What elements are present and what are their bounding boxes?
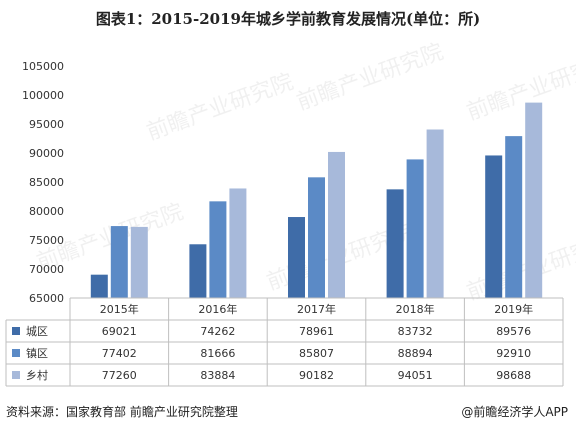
data-label: 78961 <box>299 325 334 338</box>
data-label: 83884 <box>200 369 235 382</box>
data-label: 94051 <box>398 369 433 382</box>
legend-swatch-镇区 <box>12 349 20 357</box>
data-label: 85807 <box>299 347 334 360</box>
bar-乡村-2018年 <box>426 129 444 298</box>
source-note: 资料来源：国家教育部 前瞻产业研究院整理 <box>6 405 238 419</box>
legend-label-城区: 城区 <box>26 325 48 338</box>
x-tick-label: 2016年 <box>198 302 237 316</box>
y-tick-label: 80000 <box>29 205 64 218</box>
legend-swatch-乡村 <box>12 371 20 379</box>
x-tick-label: 2018年 <box>396 302 435 316</box>
y-tick-label: 95000 <box>29 118 64 131</box>
x-tick-label: 2017年 <box>297 302 336 316</box>
bar-城区-2018年 <box>386 189 404 298</box>
data-label: 77260 <box>102 369 137 382</box>
legend-label-乡村: 乡村 <box>26 368 48 382</box>
bar-城区-2015年 <box>90 274 108 298</box>
bar-镇区-2016年 <box>209 201 227 298</box>
y-tick-label: 65000 <box>29 292 64 305</box>
y-tick-label: 85000 <box>29 176 64 189</box>
watermark-text: 前瞻产业研究院 <box>464 49 576 125</box>
bar-镇区-2015年 <box>110 226 128 298</box>
y-tick-label: 105000 <box>22 60 64 73</box>
bar-镇区-2018年 <box>406 159 424 298</box>
bar-镇区-2019年 <box>505 136 523 298</box>
data-label: 69021 <box>102 325 137 338</box>
y-tick-label: 100000 <box>22 89 64 102</box>
legend-swatch-城区 <box>12 327 20 335</box>
bar-镇区-2017年 <box>308 177 325 298</box>
data-label: 92910 <box>496 347 531 360</box>
credit-note: @前瞻经济学人APP <box>461 405 568 419</box>
watermark-text: 前瞻产业研究院 <box>144 69 297 145</box>
y-tick-label: 75000 <box>29 234 64 247</box>
bar-乡村-2015年 <box>130 226 148 298</box>
data-label: 88894 <box>398 347 433 360</box>
watermark-text: 前瞻产业研究院 <box>294 39 447 115</box>
legend-label-镇区: 镇区 <box>26 346 48 360</box>
data-label: 83732 <box>398 325 433 338</box>
data-label: 81666 <box>200 347 235 360</box>
x-tick-label: 2015年 <box>100 302 139 316</box>
data-label: 77402 <box>102 347 137 360</box>
data-label: 74262 <box>200 325 235 338</box>
y-tick-label: 70000 <box>29 263 64 276</box>
bar-乡村-2017年 <box>328 151 345 298</box>
y-tick-label: 90000 <box>29 147 64 160</box>
x-tick-label: 2019年 <box>494 302 533 316</box>
data-label: 98688 <box>496 369 531 382</box>
data-label: 90182 <box>299 369 334 382</box>
chart-title: 图表1：2015-2019年城乡学前教育发展情况(单位：所) <box>95 10 481 28</box>
bar-乡村-2019年 <box>525 102 543 299</box>
data-label: 89576 <box>496 325 531 338</box>
bar-城区-2017年 <box>288 217 305 298</box>
bar-城区-2019年 <box>485 155 503 298</box>
bar-乡村-2016年 <box>229 188 247 298</box>
bar-城区-2016年 <box>189 244 207 298</box>
